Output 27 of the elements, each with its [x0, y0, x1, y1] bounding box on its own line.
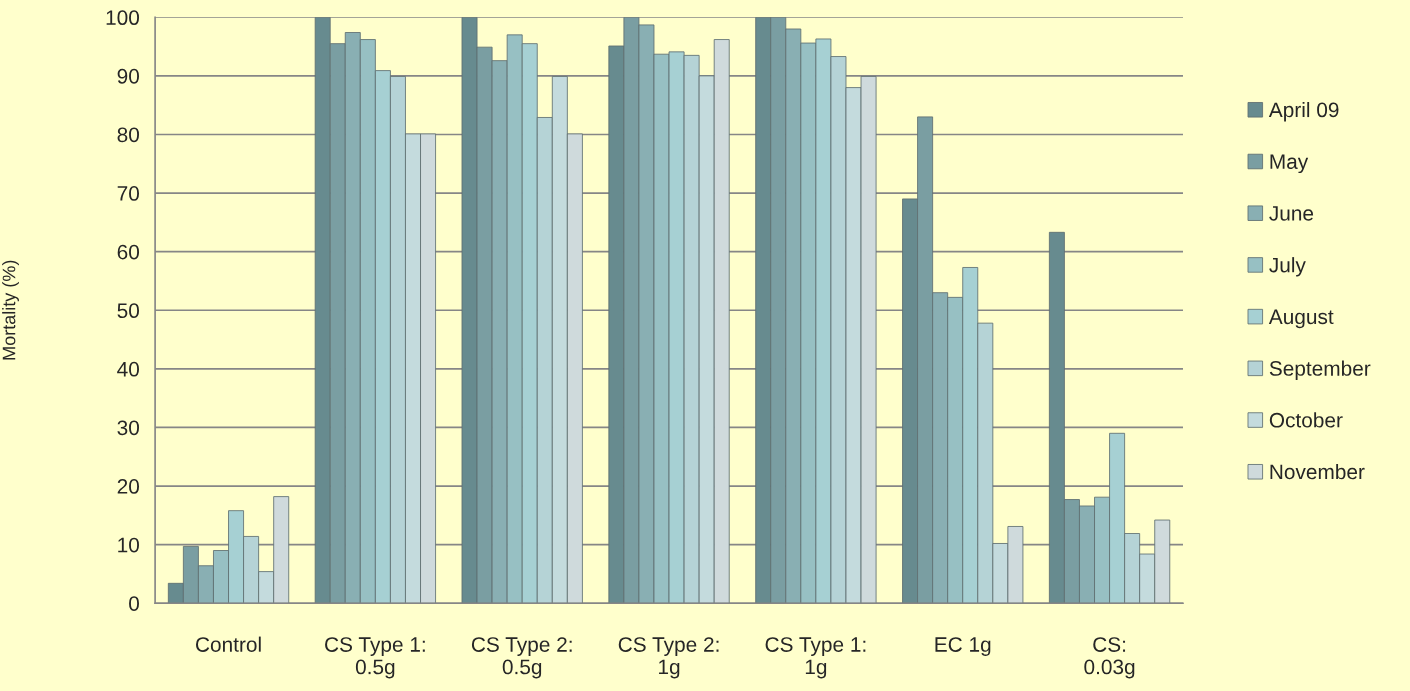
x-tick-label: Control [196, 636, 261, 652]
y-tick-label: 80 [117, 127, 140, 143]
legend-label: August [1268, 309, 1334, 329]
y-tick-label: 30 [117, 420, 140, 436]
x-tick-label: EC 1g [935, 637, 991, 656]
legend-label: July [1269, 257, 1306, 277]
x-tick-label: CS Type 2: 0.5g [471, 637, 572, 679]
y-tick-label: 100 [106, 10, 140, 26]
legend-label: April 09 [1268, 101, 1339, 122]
y-tick-label: 70 [117, 186, 140, 201]
y-tick-label: 90 [117, 68, 140, 84]
x-tick-label: CS Type 1: 0.5g [325, 637, 425, 679]
legend-label: June [1269, 206, 1314, 221]
y-tick-label: 10 [118, 537, 140, 553]
legend-label: November [1270, 463, 1365, 480]
x-tick-label: CS Type 2: 1g [618, 637, 719, 679]
legend-label: May [1270, 154, 1309, 174]
x-tick-label: CS: 0.03g [1084, 637, 1135, 679]
y-tick-label: 20 [117, 479, 140, 494]
y-tick-label: 50 [117, 303, 140, 319]
legend-label: October [1269, 412, 1343, 428]
legend-label: September [1269, 360, 1371, 380]
y-tick-label: 0 [129, 596, 140, 611]
y-tick-label: 60 [117, 244, 140, 260]
x-tick-label: CS Type 1: 1g [765, 637, 866, 679]
y-axis-title: Mortality (%) [2, 260, 19, 360]
y-tick-label: 40 [117, 361, 140, 377]
